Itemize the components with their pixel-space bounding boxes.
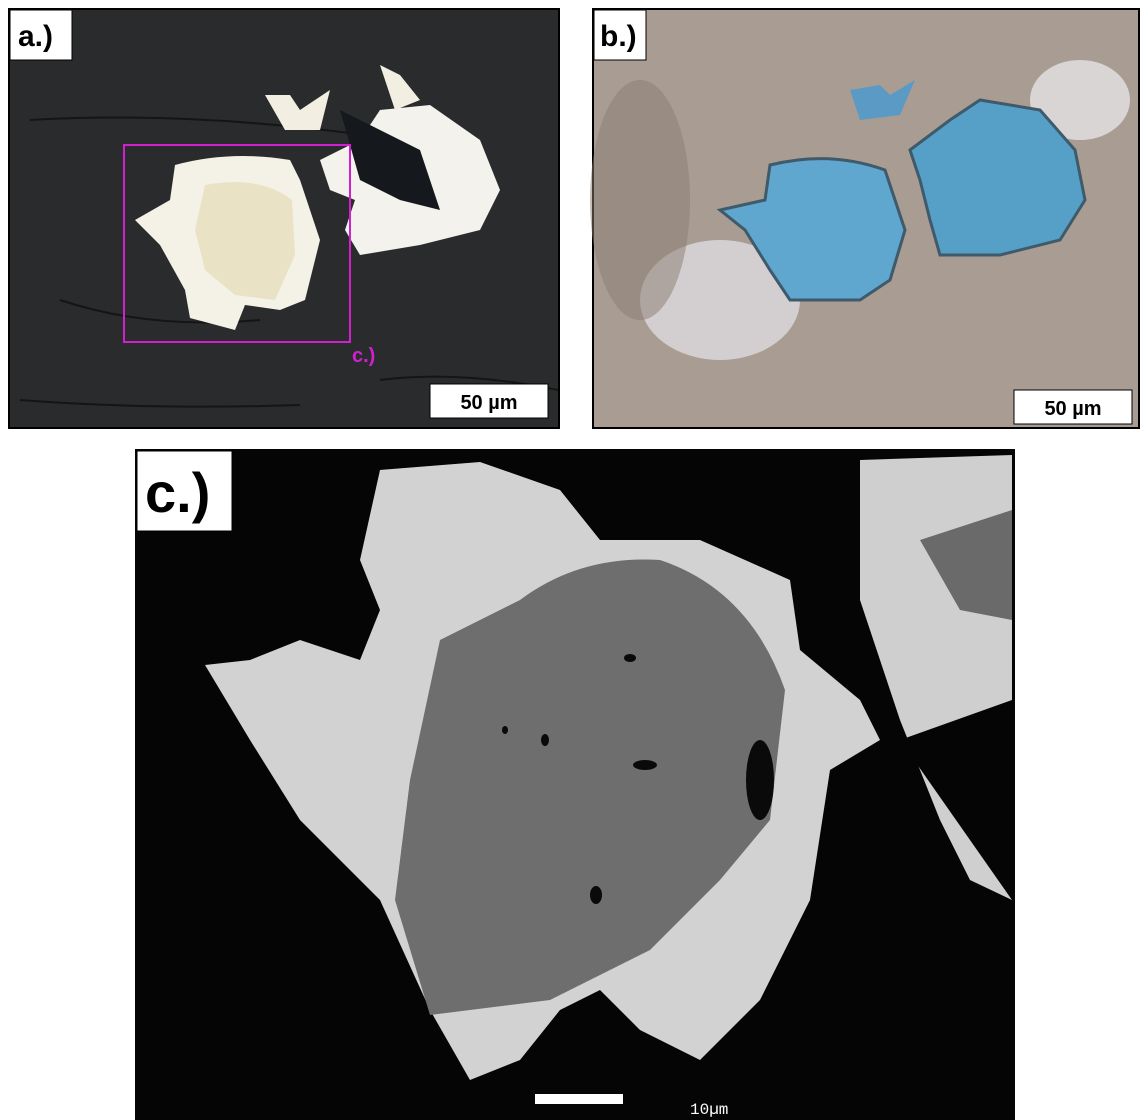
scale-bar-label: 50 µm	[460, 392, 517, 414]
scale-bar-label: 10µm	[690, 1101, 728, 1119]
figure: c.) a.) 50 µm b.) 50 µm c.) 10µm	[0, 0, 1140, 1120]
panel-label: a.)	[18, 20, 53, 53]
panel-b: b.) 50 µm	[590, 9, 1139, 428]
shadow	[590, 80, 690, 320]
scale-bar-label: 50 µm	[1044, 398, 1101, 420]
panel-label: b.)	[600, 20, 637, 53]
panel-c: c.) 10µm	[135, 449, 1015, 1120]
inset-label: c.)	[352, 345, 375, 367]
scale-bar	[535, 1094, 623, 1104]
panel-label: c.)	[145, 461, 210, 524]
panel-a: c.) a.) 50 µm	[9, 9, 559, 428]
